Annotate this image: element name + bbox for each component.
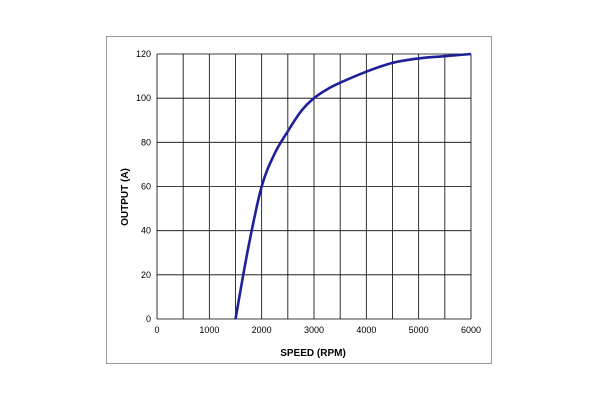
x-tick-label: 3000	[304, 325, 324, 335]
y-tick-label: 40	[141, 226, 151, 236]
series-line	[234, 52, 472, 320]
y-tick-label: 100	[136, 93, 151, 103]
x-tick-label: 2000	[252, 325, 272, 335]
y-tick-label: 80	[141, 137, 151, 147]
y-axis-title: OUTPUT (A)	[120, 168, 131, 226]
x-axis-ticks: 0 1000 2000 3000 4000 5000 6000	[154, 325, 481, 335]
x-tick-label: 4000	[356, 325, 376, 335]
y-tick-label: 20	[141, 270, 151, 280]
series-layer	[234, 52, 472, 320]
x-tick-label: 0	[154, 325, 159, 335]
y-axis-ticks: 0 20 40 60 80 100 120	[136, 49, 151, 324]
x-tick-label: 5000	[409, 325, 429, 335]
x-axis-title: SPEED (RPM)	[280, 348, 346, 359]
grid-lines	[156, 53, 472, 320]
chart-frame	[106, 36, 492, 364]
y-tick-label: 0	[146, 314, 151, 324]
x-tick-label: 1000	[199, 325, 219, 335]
y-tick-label: 120	[136, 49, 151, 59]
x-tick-label: 6000	[461, 325, 481, 335]
y-tick-label: 60	[141, 182, 151, 192]
